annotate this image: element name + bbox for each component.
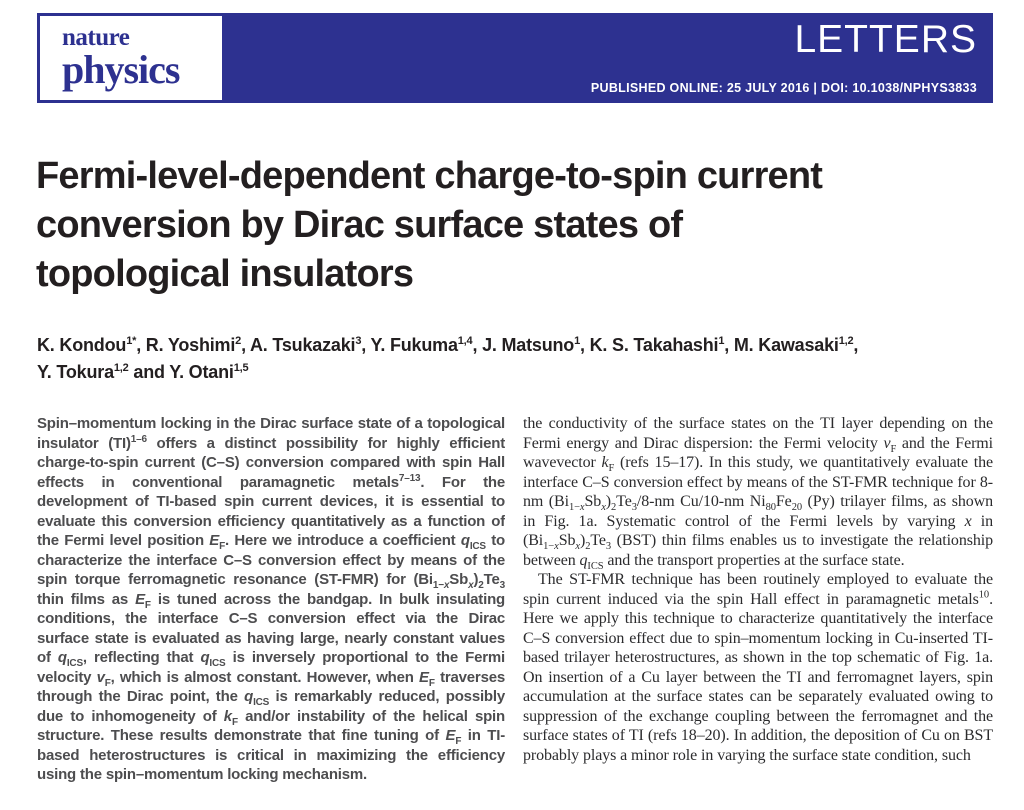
section-label: LETTERS (794, 18, 977, 61)
author-line-2: Y. Tokura1,2 and Y. Otani1,5 (37, 362, 249, 382)
published-doi-line: PUBLISHED ONLINE: 25 JULY 2016 | DOI: 10… (590, 81, 977, 95)
left-column: Spin–momentum locking in the Dirac surfa… (37, 414, 505, 810)
article-title-line-2: conversion by Dirac surface states of (36, 204, 683, 246)
article-title-line-1: Fermi-level-dependent charge-to-spin cur… (36, 155, 823, 197)
nature-physics-logo: nature physics (37, 13, 225, 103)
body-paragraph: The ST-FMR technique has been routinely … (523, 571, 993, 764)
abstract-paragraph: Spin–momentum locking in the Dirac surfa… (37, 415, 505, 783)
right-column: the conductivity of the surface states o… (523, 414, 993, 810)
author-line-1: K. Kondou1*, R. Yoshimi2, A. Tsukazaki3,… (37, 335, 859, 355)
brand-word-physics: physics (62, 47, 181, 92)
brand-word-nature: nature (62, 24, 130, 51)
author-list: K. Kondou1*, R. Yoshimi2, A. Tsukazaki3,… (37, 332, 993, 386)
body-paragraph: the conductivity of the surface states o… (523, 415, 993, 572)
journal-masthead: LETTERS PUBLISHED ONLINE: 25 JULY 2016 |… (37, 13, 993, 103)
article-title-line-3: topological insulators (36, 253, 414, 295)
article-title: Fermi-level-dependent charge-to-spin cur… (36, 152, 992, 299)
